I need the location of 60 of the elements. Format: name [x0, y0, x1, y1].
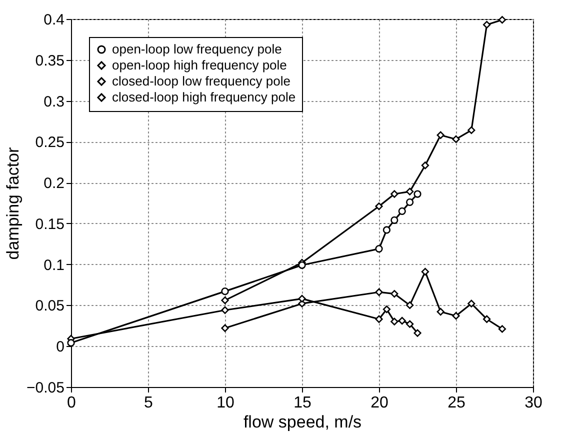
- point: [468, 126, 476, 134]
- point: [375, 288, 383, 296]
- legend-label: open-loop high frequency pole: [112, 58, 287, 72]
- y-tick-label: 0.3: [44, 93, 64, 110]
- y-tick-label: 0.05: [35, 298, 64, 315]
- point: [221, 324, 229, 332]
- point: [452, 135, 460, 144]
- point: [382, 226, 391, 234]
- x-axis-title: flow speed, m/s: [243, 412, 362, 432]
- point: [406, 198, 414, 206]
- point: [406, 320, 414, 328]
- point: [482, 20, 491, 29]
- point: [390, 290, 398, 298]
- point: [375, 315, 383, 323]
- y-tick-label: 0: [56, 338, 64, 356]
- point: [421, 268, 430, 276]
- y-tick-label: −0.05: [26, 380, 64, 396]
- x-tick-label: 10: [216, 394, 234, 412]
- legend-label: closed-loop high frequency pole: [112, 90, 296, 104]
- y-tick-label: 0.4: [44, 12, 64, 28]
- x-tick-label: 0: [67, 394, 76, 412]
- legend-label: open-loop low frequency pole: [112, 42, 282, 56]
- point: [390, 190, 398, 198]
- point: [375, 244, 383, 253]
- point: [406, 188, 414, 196]
- point: [498, 325, 506, 333]
- point: [390, 318, 398, 326]
- point: [221, 288, 229, 296]
- point: [398, 207, 406, 215]
- point: [414, 329, 422, 337]
- point: [382, 306, 391, 314]
- point: [221, 296, 229, 304]
- y-tick-label: 0.25: [35, 134, 64, 152]
- y-tick-label: 0.15: [35, 216, 64, 233]
- x-tick-label: 15: [294, 394, 312, 412]
- point: [221, 306, 229, 314]
- point: [67, 339, 75, 347]
- y-axis-title: damping factor: [4, 146, 23, 260]
- point: [421, 162, 430, 170]
- point: [498, 16, 506, 24]
- point: [406, 301, 414, 310]
- point: [398, 316, 406, 325]
- legend-label: closed-loop low frequency pole: [112, 74, 290, 88]
- x-tick-label: 25: [448, 394, 466, 412]
- y-tick-label: 0.2: [44, 175, 64, 192]
- x-tick-label: 5: [144, 394, 154, 412]
- point: [390, 216, 398, 224]
- x-tick-label: 20: [370, 394, 388, 412]
- point: [452, 312, 460, 320]
- point: [375, 202, 383, 210]
- point: [436, 308, 444, 316]
- point: [468, 300, 476, 308]
- point: [298, 261, 306, 269]
- point: [298, 294, 306, 302]
- point: [436, 131, 444, 139]
- y-tick-label: 0.35: [35, 52, 64, 70]
- y-tick-label: 0.1: [44, 256, 64, 274]
- point: [414, 190, 422, 198]
- point: [482, 315, 491, 323]
- x-tick-label: 30: [524, 394, 542, 412]
